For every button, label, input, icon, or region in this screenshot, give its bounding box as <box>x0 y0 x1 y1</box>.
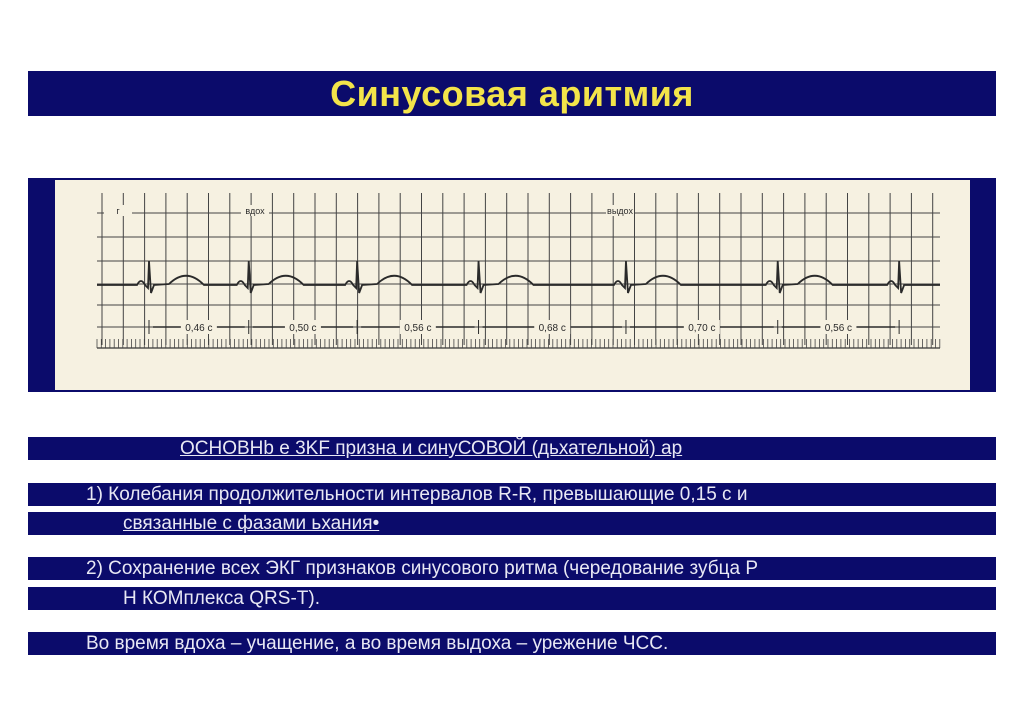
lead-label: г <box>116 206 120 216</box>
point1-line1: 1) Колебания продолжительности интервало… <box>28 483 996 506</box>
rr-label-bg <box>180 320 217 334</box>
rr-interval-label: 0,68 с <box>539 323 566 334</box>
point3-text: Во время вдоха – учащение, а во время вы… <box>86 633 669 654</box>
point1-text: 1) Колебания продолжительности интервало… <box>86 484 748 505</box>
ecg-paper: 0,46 с 0,50 с 0,56 с 0,68 с 0,70 с 0,56 с г вдо… <box>55 180 970 390</box>
point1-text-cont: связанные с фазами ьхания• <box>123 513 380 534</box>
rr-interval-label: 0,56 с <box>825 323 852 334</box>
rr-interval-label: 0,50 с <box>289 323 316 334</box>
rr-interval-label: 0,46 с <box>185 323 212 334</box>
point2-text-cont: Н КОМплекса QRS-T). <box>123 588 320 609</box>
title-bar: Синусовая аритмия <box>28 71 996 116</box>
inhale-label: вдох <box>245 206 265 216</box>
exhale-label: выдох <box>607 206 633 216</box>
rr-interval-label: 0,56 с <box>404 323 431 334</box>
point2-line1: 2) Сохранение всех ЭКГ признаков синусов… <box>28 557 996 580</box>
rr-interval-label: 0,70 с <box>688 323 715 334</box>
rr-label-bg <box>820 320 857 334</box>
point3-bar: Во время вдоха – учащение, а во время вы… <box>28 632 996 655</box>
heading-text: ОСНОВНb е 3KF признa и синуСОВОЙ (дьхате… <box>180 438 683 459</box>
rr-label-bg <box>284 320 321 334</box>
exhale-label-bg <box>606 205 634 216</box>
lead-label-bg <box>104 205 132 216</box>
point2-text: 2) Сохранение всех ЭКГ признаков синусов… <box>86 558 759 579</box>
rr-label-bg <box>399 320 436 334</box>
rr-label-bg <box>534 320 571 334</box>
point2-line2: Н КОМплекса QRS-T). <box>28 587 996 610</box>
slide-title: Синусовая аритмия <box>330 72 694 114</box>
ecg-waveform <box>97 260 940 294</box>
ecg-strip: 0,46 с 0,50 с 0,56 с 0,68 с 0,70 с 0,56 с г вдо… <box>96 193 941 349</box>
inhale-label-bg <box>241 205 269 216</box>
heading-bar: ОСНОВНb е 3KF признa и синуСОВОЙ (дьхате… <box>28 437 996 460</box>
rr-label-bg <box>683 320 720 334</box>
ecg-figure: 0,46 с 0,50 с 0,56 с 0,68 с 0,70 с 0,56 с г вдо… <box>28 178 996 392</box>
point1-line2: связанные с фазами ьхания• <box>28 512 996 535</box>
